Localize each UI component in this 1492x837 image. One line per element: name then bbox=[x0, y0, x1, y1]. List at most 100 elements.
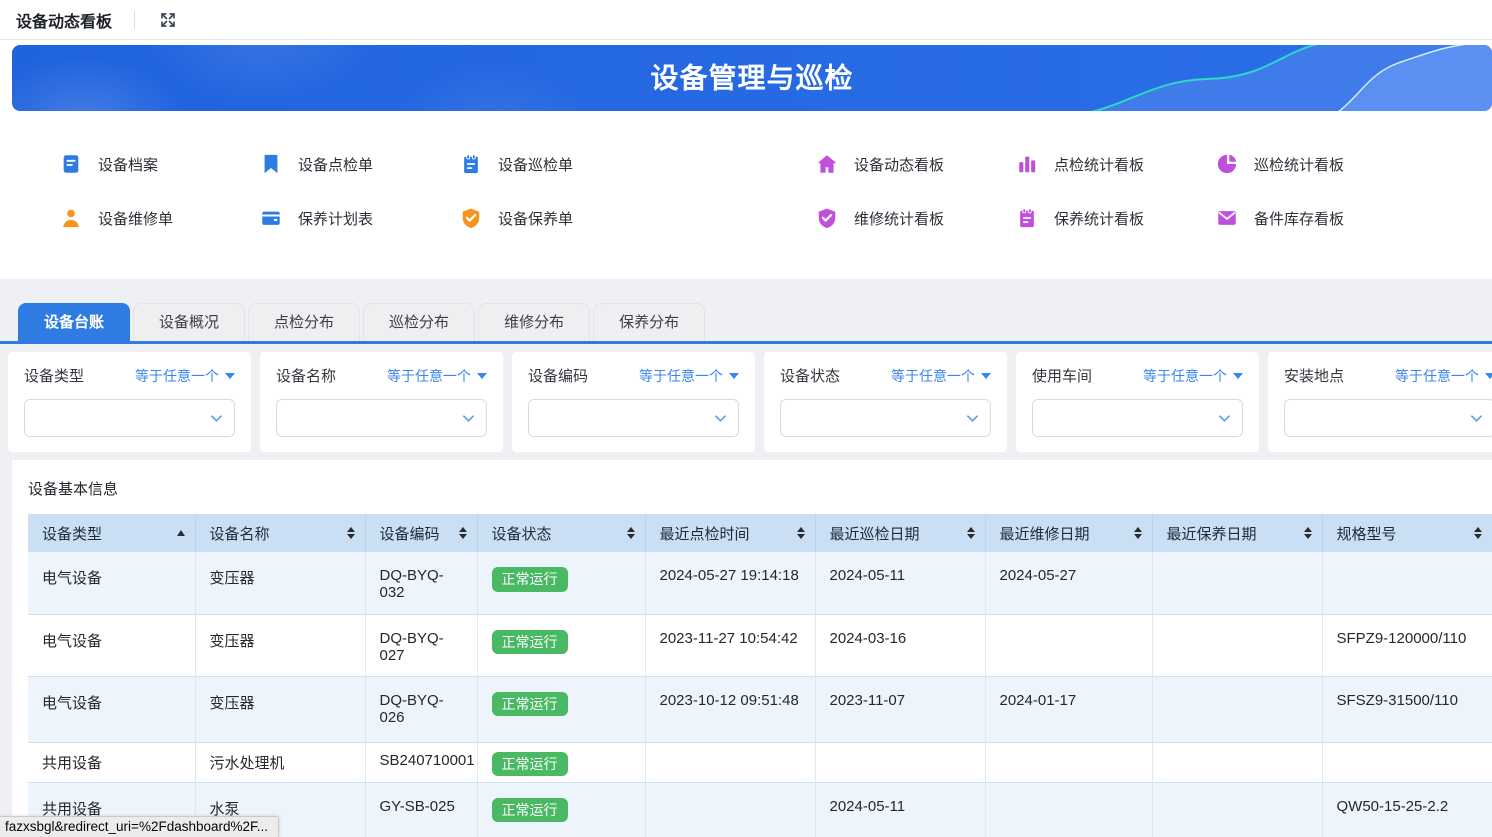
shortcut-spare-parts-stock[interactable]: 备件库存看板 bbox=[1216, 199, 1416, 237]
cell-model: SFPZ9-120000/110 bbox=[1322, 614, 1492, 677]
cell-type: 共用设备 bbox=[28, 742, 196, 783]
cell-type: 电气设备 bbox=[28, 552, 196, 615]
clipboard-icon bbox=[460, 152, 484, 176]
equipment-status-select[interactable] bbox=[780, 399, 991, 437]
divider bbox=[134, 10, 136, 29]
shortcut-spot-check-form[interactable]: 设备点检单 bbox=[260, 145, 460, 183]
status-badge: 正常运行 bbox=[491, 691, 568, 717]
filter-equipment-type: 设备类型 等于任意一个 bbox=[8, 352, 251, 452]
cell-check-time: 2023-11-27 10:54:42 bbox=[645, 614, 816, 677]
shortcut-maintenance-plan[interactable]: 保养计划表 bbox=[260, 199, 460, 237]
shortcut-label: 设备保养单 bbox=[498, 210, 574, 228]
tab-maintenance-distribution[interactable]: 保养分布 bbox=[593, 303, 706, 341]
shortcut-label: 保养统计看板 bbox=[1054, 210, 1145, 228]
filter-label: 设备状态 bbox=[780, 368, 841, 385]
banner-title: 设备管理与巡检 bbox=[650, 62, 854, 94]
shortcut-label: 设备点检单 bbox=[298, 156, 374, 174]
sort-icon bbox=[1474, 527, 1482, 539]
sort-icon bbox=[1303, 527, 1312, 539]
cell-repair-date: 2024-05-27 bbox=[985, 552, 1153, 615]
cell-name: 变压器 bbox=[195, 614, 366, 677]
topbar: 设备动态看板 bbox=[0, 0, 1492, 40]
column-header-maintain-date[interactable]: 最近保养日期 bbox=[1152, 514, 1323, 552]
wallet-icon bbox=[260, 206, 284, 230]
cell-model bbox=[1322, 552, 1492, 615]
shortcut-group-forms: 设备档案 设备点检单 设备巡检单 设备维修单 保养计划表 bbox=[60, 145, 660, 237]
workshop-select[interactable] bbox=[1032, 399, 1243, 437]
shield-check-icon bbox=[460, 206, 484, 230]
column-header-status[interactable]: 设备状态 bbox=[477, 514, 646, 552]
bar-chart-icon bbox=[1016, 152, 1040, 176]
equipment-code-select[interactable] bbox=[528, 399, 739, 437]
column-header-inspect-date[interactable]: 最近巡检日期 bbox=[815, 514, 986, 552]
shortcut-label: 保养计划表 bbox=[298, 210, 374, 228]
cell-status: 正常运行 bbox=[477, 552, 646, 615]
clipboard-icon bbox=[1016, 206, 1040, 230]
cell-code: DQ-BYQ-032 bbox=[365, 552, 478, 615]
table-row: 电气设备 变压器 DQ-BYQ-026 正常运行 2023-10-12 09:5… bbox=[28, 676, 1492, 743]
shortcut-spot-check-stats[interactable]: 点检统计看板 bbox=[1016, 145, 1216, 183]
caret-down-icon bbox=[1485, 372, 1492, 379]
install-location-select[interactable] bbox=[1284, 399, 1492, 437]
shortcut-patrol-form[interactable]: 设备巡检单 bbox=[460, 145, 660, 183]
tab-equipment-ledger[interactable]: 设备台账 bbox=[18, 303, 131, 341]
column-header-code[interactable]: 设备编码 bbox=[365, 514, 478, 552]
column-header-type[interactable]: 设备类型 bbox=[28, 514, 196, 552]
caret-down-icon bbox=[477, 372, 487, 379]
equipment-type-select[interactable] bbox=[24, 399, 235, 437]
filter-operator[interactable]: 等于任意一个 bbox=[639, 366, 739, 386]
caret-down-icon bbox=[729, 372, 739, 379]
table-row: 电气设备 变压器 DQ-BYQ-027 正常运行 2023-11-27 10:5… bbox=[28, 614, 1492, 677]
column-header-name[interactable]: 设备名称 bbox=[195, 514, 366, 552]
filter-operator[interactable]: 等于任意一个 bbox=[1395, 366, 1492, 386]
cell-model: QW50-15-25-2.2 bbox=[1322, 782, 1492, 837]
cell-repair-date: 2024-01-17 bbox=[985, 676, 1153, 743]
column-header-model[interactable]: 规格型号 bbox=[1322, 514, 1492, 552]
content-zone: 设备台账 设备概况 点检分布 巡检分布 维修分布 保养分布 设备类型 等于任意一… bbox=[0, 279, 1492, 837]
filter-operator[interactable]: 等于任意一个 bbox=[135, 366, 235, 386]
fullscreen-expand-icon[interactable] bbox=[157, 9, 179, 31]
sort-icon bbox=[966, 527, 975, 539]
cell-code: DQ-BYQ-026 bbox=[365, 676, 478, 743]
shortcut-dynamic-dashboard[interactable]: 设备动态看板 bbox=[816, 145, 1016, 183]
person-icon bbox=[60, 206, 84, 230]
tab-patrol-distribution[interactable]: 巡检分布 bbox=[363, 303, 476, 341]
cell-repair-date bbox=[985, 742, 1153, 783]
chevron-down-icon bbox=[211, 415, 222, 422]
filter-operator[interactable]: 等于任意一个 bbox=[891, 366, 991, 386]
shortcut-equipment-archive[interactable]: 设备档案 bbox=[60, 145, 260, 183]
cell-inspect-date: 2024-03-16 bbox=[815, 614, 986, 677]
table-title: 设备基本信息 bbox=[28, 481, 119, 498]
cell-maintain-date bbox=[1152, 676, 1323, 743]
chevron-down-icon bbox=[463, 415, 474, 422]
shortcut-group-dashboards: 设备动态看板 点检统计看板 巡检统计看板 维修统计看板 保养统计看板 bbox=[816, 145, 1416, 237]
cell-code: GY-SB-025 bbox=[365, 782, 478, 837]
shortcut-patrol-stats[interactable]: 巡检统计看板 bbox=[1216, 145, 1416, 183]
shortcut-repair-form[interactable]: 设备维修单 bbox=[60, 199, 260, 237]
cell-status: 正常运行 bbox=[477, 676, 646, 743]
tab-repair-distribution[interactable]: 维修分布 bbox=[478, 303, 591, 341]
status-badge: 正常运行 bbox=[491, 567, 568, 592]
cell-type: 电气设备 bbox=[28, 614, 196, 677]
equipment-name-select[interactable] bbox=[276, 399, 487, 437]
filter-equipment-name: 设备名称 等于任意一个 bbox=[260, 352, 503, 452]
filter-workshop: 使用车间 等于任意一个 bbox=[1016, 352, 1259, 452]
banner-wave-decoration bbox=[1090, 45, 1492, 111]
column-header-repair-date[interactable]: 最近维修日期 bbox=[985, 514, 1153, 552]
filter-label: 设备名称 bbox=[276, 368, 337, 385]
shortcut-repair-stats[interactable]: 维修统计看板 bbox=[816, 199, 1016, 237]
chevron-down-icon bbox=[967, 415, 978, 422]
filter-operator[interactable]: 等于任意一个 bbox=[1143, 366, 1243, 386]
home-icon bbox=[816, 152, 840, 176]
shortcut-maintenance-stats[interactable]: 保养统计看板 bbox=[1016, 199, 1216, 237]
tab-spot-check-distribution[interactable]: 点检分布 bbox=[248, 303, 361, 341]
sort-asc-icon bbox=[176, 530, 185, 536]
tab-equipment-overview[interactable]: 设备概况 bbox=[133, 303, 246, 341]
shortcut-label: 备件库存看板 bbox=[1254, 210, 1345, 228]
filter-operator[interactable]: 等于任意一个 bbox=[387, 366, 487, 386]
cell-check-time bbox=[645, 742, 816, 783]
column-header-check-time[interactable]: 最近点检时间 bbox=[645, 514, 816, 552]
sort-icon bbox=[1133, 527, 1142, 539]
table-row: 共用设备 污水处理机 SB240710001 正常运行 bbox=[28, 742, 1492, 783]
shortcut-maintenance-form[interactable]: 设备保养单 bbox=[460, 199, 660, 237]
